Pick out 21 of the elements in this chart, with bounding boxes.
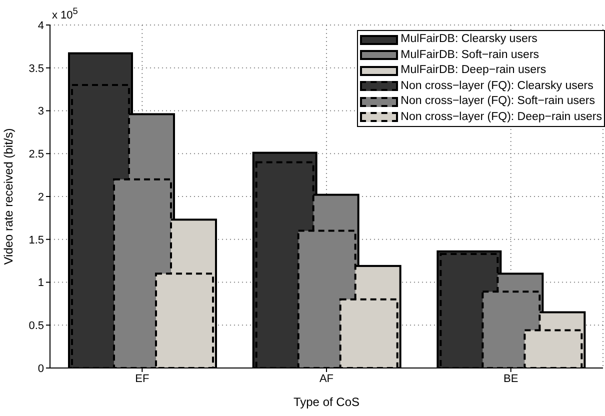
y-tick-label: 3.5 [28,62,44,75]
legend-label: Non cross−layer (FQ): Clearsky users [400,78,594,94]
y-tick-label: 4 [38,20,44,32]
x-tick-label: BE [503,372,518,385]
y-tick-label: 3 [38,106,44,118]
x-tick-label: AF [319,372,334,385]
legend-label: Non cross−layer (FQ): Deep−rain users [400,110,602,124]
x-tick-label: EF [135,372,150,385]
y-tick-label: 1.5 [28,234,44,246]
x-axis-title: Type of CoS [293,395,360,409]
y-tick-label: 1 [38,277,44,290]
y-tick-label: 2 [38,191,44,204]
y-tick-label: 0.5 [28,320,44,332]
legend-label: MulFairDB: Deep−rain users [400,63,546,78]
legend-label: Non cross−layer (FQ): Soft−rain users [400,94,595,109]
legend-label: MulFairDB: Soft−rain users [400,48,540,62]
y-tick-label: 0 [38,362,44,375]
y-tick-label: 2.5 [28,148,44,161]
legend-label: MulFairDB: Clearsky users [400,32,538,47]
text: x 10$^{5}$ [52,6,78,22]
y-axis-title: Video rate received (bit/s) [1,128,16,265]
